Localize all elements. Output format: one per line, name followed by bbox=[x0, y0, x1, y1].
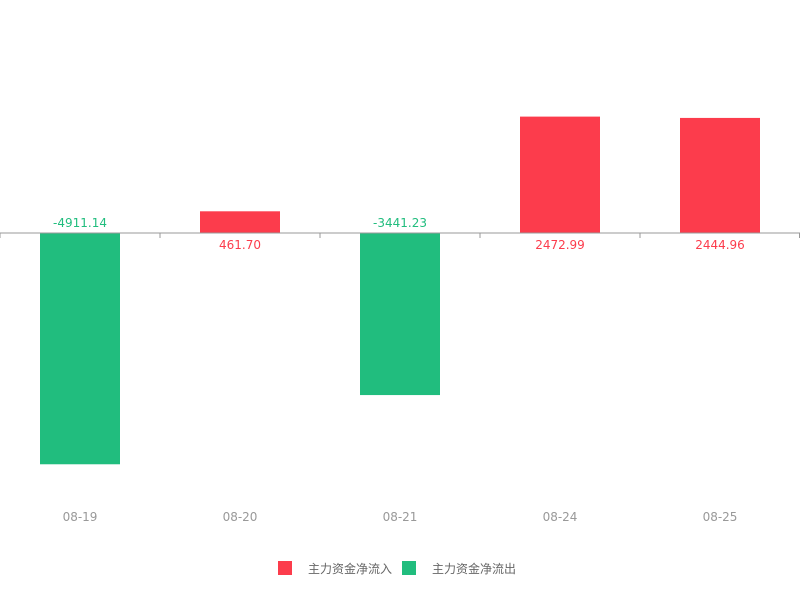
bar-08-20[interactable] bbox=[200, 211, 280, 234]
x-tick-label: 08-25 bbox=[703, 510, 738, 524]
legend-swatch bbox=[278, 561, 292, 575]
x-tick-label: 08-20 bbox=[223, 510, 258, 524]
x-tick-label: 08-21 bbox=[383, 510, 418, 524]
bar-08-25[interactable] bbox=[680, 117, 760, 234]
value-label: -4911.14 bbox=[53, 216, 107, 230]
value-label: 2472.99 bbox=[535, 238, 585, 252]
x-tick-labels-layer: 08-19 08-20 08-21 08-24 08-25 bbox=[63, 510, 738, 524]
legend-label: 主力资金净流入 bbox=[308, 561, 392, 576]
legend[interactable]: 主力资金净流入 主力资金净流出 bbox=[278, 561, 516, 576]
bars-layer bbox=[40, 116, 760, 465]
bar-08-19[interactable] bbox=[40, 233, 120, 465]
legend-item[interactable]: 主力资金净流入 bbox=[278, 561, 392, 576]
value-label: -3441.23 bbox=[373, 216, 427, 230]
x-tick-label: 08-24 bbox=[543, 510, 578, 524]
x-tick-label: 08-19 bbox=[63, 510, 98, 524]
value-label: 2444.96 bbox=[695, 238, 745, 252]
value-labels-layer: -4911.14 461.70 -3441.23 2472.99 2444.96 bbox=[53, 216, 745, 252]
bar-08-24[interactable] bbox=[520, 116, 600, 234]
legend-item[interactable]: 主力资金净流出 bbox=[402, 561, 516, 576]
value-label: 461.70 bbox=[219, 238, 261, 252]
bar-08-21[interactable] bbox=[360, 233, 440, 396]
legend-label: 主力资金净流出 bbox=[432, 561, 516, 576]
legend-swatch bbox=[402, 561, 416, 575]
